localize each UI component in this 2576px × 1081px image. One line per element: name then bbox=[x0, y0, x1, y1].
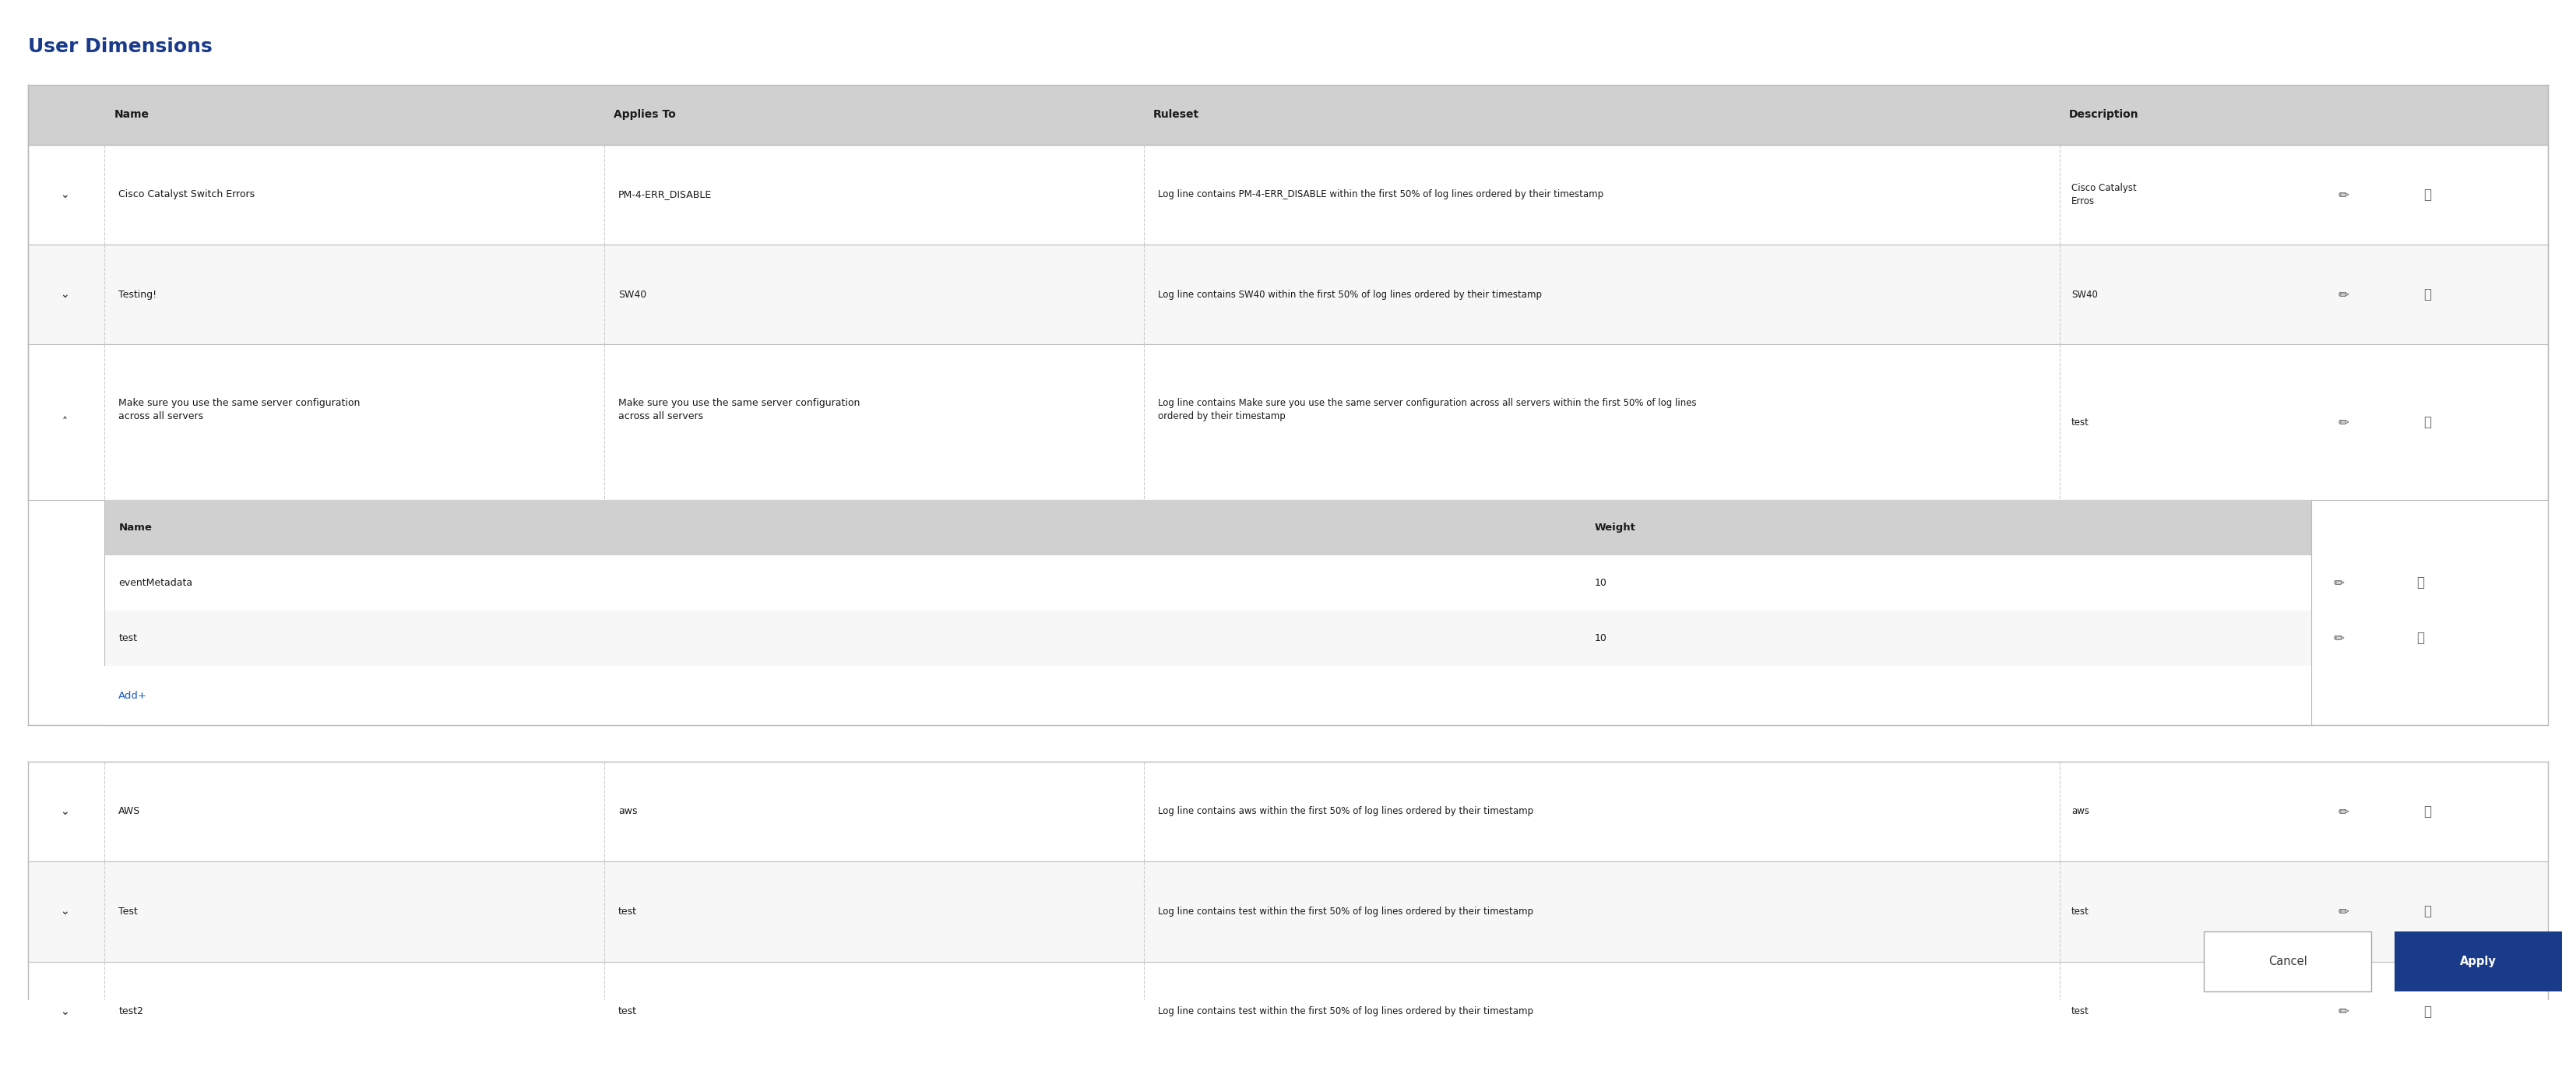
Text: PM-4-ERR_DISABLE: PM-4-ERR_DISABLE bbox=[618, 189, 711, 200]
Bar bbox=[28, 862, 2548, 961]
Text: aws: aws bbox=[618, 806, 636, 816]
Text: test: test bbox=[618, 1006, 636, 1016]
Text: SW40: SW40 bbox=[2071, 290, 2097, 299]
Bar bbox=[28, 85, 2548, 145]
Text: Test: Test bbox=[118, 907, 139, 917]
Text: aws: aws bbox=[2071, 806, 2089, 816]
Text: 🗑: 🗑 bbox=[2424, 288, 2432, 302]
Bar bbox=[28, 761, 2548, 862]
Text: Make sure you use the same server configuration
across all servers: Make sure you use the same server config… bbox=[618, 398, 860, 422]
Bar bbox=[28, 345, 2548, 499]
Text: 10: 10 bbox=[1595, 577, 1607, 588]
Text: User Dimensions: User Dimensions bbox=[28, 38, 211, 56]
Text: Name: Name bbox=[113, 109, 149, 120]
Text: Add+: Add+ bbox=[118, 691, 147, 700]
Text: Cancel: Cancel bbox=[2269, 956, 2308, 967]
Text: test: test bbox=[2071, 417, 2089, 427]
Text: 🗑: 🗑 bbox=[2416, 576, 2424, 590]
Text: ✏: ✏ bbox=[2339, 188, 2349, 202]
Text: Weight: Weight bbox=[1595, 522, 1636, 533]
Text: ⌄: ⌄ bbox=[62, 1006, 70, 1017]
Text: 🗑: 🗑 bbox=[2424, 905, 2432, 919]
Bar bbox=[106, 499, 2311, 556]
Text: 🗑: 🗑 bbox=[2424, 415, 2432, 429]
Text: AWS: AWS bbox=[118, 806, 142, 816]
Text: Log line contains Make sure you use the same server configuration across all ser: Log line contains Make sure you use the … bbox=[1157, 398, 1698, 422]
Text: 🗑: 🗑 bbox=[2424, 804, 2432, 818]
Bar bbox=[106, 556, 2311, 611]
Text: Testing!: Testing! bbox=[118, 290, 157, 299]
Text: ✏: ✏ bbox=[2334, 576, 2344, 590]
Text: 🗑: 🗑 bbox=[2424, 188, 2432, 202]
Text: ✏: ✏ bbox=[2339, 804, 2349, 818]
Bar bbox=[106, 666, 2311, 725]
Text: 🗑: 🗑 bbox=[2424, 1004, 2432, 1018]
Text: Make sure you use the same server configuration
across all servers: Make sure you use the same server config… bbox=[118, 398, 361, 422]
Text: ⌄: ⌄ bbox=[62, 289, 70, 301]
Bar bbox=[28, 244, 2548, 345]
Text: Log line contains test within the first 50% of log lines ordered by their timest: Log line contains test within the first … bbox=[1157, 1006, 1533, 1016]
Text: test: test bbox=[118, 633, 137, 643]
Text: Apply: Apply bbox=[2460, 956, 2496, 967]
Text: SW40: SW40 bbox=[618, 290, 647, 299]
Text: Cisco Catalyst
Erros: Cisco Catalyst Erros bbox=[2071, 183, 2136, 206]
Text: test: test bbox=[2071, 907, 2089, 917]
Bar bbox=[2205, 932, 2372, 991]
Text: ⌄: ⌄ bbox=[62, 806, 70, 817]
Text: ⌄: ⌄ bbox=[62, 189, 70, 200]
Bar bbox=[2396, 932, 2563, 991]
Text: Log line contains aws within the first 50% of log lines ordered by their timesta: Log line contains aws within the first 5… bbox=[1157, 806, 1533, 816]
Text: Cisco Catalyst Switch Errors: Cisco Catalyst Switch Errors bbox=[118, 189, 255, 200]
Text: ⌄: ⌄ bbox=[62, 906, 70, 917]
Text: Description: Description bbox=[2069, 109, 2138, 120]
Text: Log line contains test within the first 50% of log lines ordered by their timest: Log line contains test within the first … bbox=[1157, 907, 1533, 917]
Text: test: test bbox=[2071, 1006, 2089, 1016]
Text: 🗑: 🗑 bbox=[2416, 631, 2424, 645]
Bar bbox=[106, 499, 2311, 725]
Text: Applies To: Applies To bbox=[613, 109, 675, 120]
Bar bbox=[28, 961, 2548, 1062]
Text: ✏: ✏ bbox=[2334, 631, 2344, 645]
Text: ✏: ✏ bbox=[2339, 288, 2349, 302]
Text: Name: Name bbox=[118, 522, 152, 533]
Bar bbox=[106, 611, 2311, 666]
Text: test2: test2 bbox=[118, 1006, 144, 1016]
Text: ✏: ✏ bbox=[2339, 415, 2349, 429]
Text: ✏: ✏ bbox=[2339, 1004, 2349, 1018]
Text: Ruleset: Ruleset bbox=[1154, 109, 1200, 120]
Text: eventMetadata: eventMetadata bbox=[118, 577, 193, 588]
Text: ✏: ✏ bbox=[2339, 905, 2349, 919]
Text: Log line contains PM-4-ERR_DISABLE within the first 50% of log lines ordered by : Log line contains PM-4-ERR_DISABLE withi… bbox=[1157, 189, 1602, 200]
Bar bbox=[28, 145, 2548, 244]
Text: ˄: ˄ bbox=[62, 417, 67, 428]
Text: Log line contains SW40 within the first 50% of log lines ordered by their timest: Log line contains SW40 within the first … bbox=[1157, 290, 1540, 299]
Text: test: test bbox=[618, 907, 636, 917]
Text: 10: 10 bbox=[1595, 633, 1607, 643]
